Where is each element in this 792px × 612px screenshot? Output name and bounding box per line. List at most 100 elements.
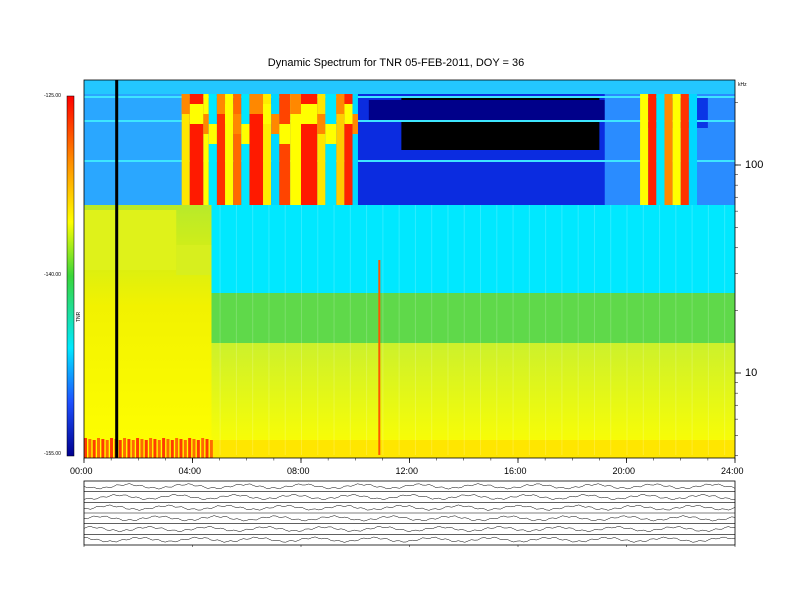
spectrum-streak <box>675 205 677 455</box>
spectrum-burst-low <box>88 439 92 458</box>
colorbar-label: TNR <box>76 311 82 322</box>
colorbar-tick-label: -155.00 <box>44 451 61 457</box>
spectrum-burst-streak <box>189 104 204 124</box>
spectrum-streak <box>626 205 628 455</box>
spectrum-burst-low <box>149 438 153 458</box>
spectrum-burst <box>203 94 209 205</box>
spectrum-burst-streak <box>352 114 358 134</box>
spectrum-burst-low <box>140 439 144 458</box>
spectrum-burst <box>249 94 264 205</box>
spectrum-burst-streak <box>181 94 190 114</box>
right-axis-tick-label: 100 <box>745 159 764 171</box>
spectrum-streak <box>691 205 693 455</box>
colorbar-tick-label: -140.00 <box>44 272 61 278</box>
spectrum-streak <box>561 205 563 455</box>
spectrum-streak <box>333 205 335 455</box>
spectrum-burst-streak <box>344 104 353 124</box>
spectrum-streak <box>707 205 709 455</box>
spectrum-burst-low <box>97 438 101 458</box>
spectrum-burst-low <box>188 438 192 458</box>
spectrum-band-early-top <box>84 210 177 270</box>
spectrum-streak <box>528 205 530 455</box>
spectrum-burst-low <box>196 440 200 458</box>
x-tick-label: 08:00 <box>287 466 310 476</box>
spectrum-streak <box>593 205 595 455</box>
spectrum-burst-low <box>166 439 170 458</box>
spectrum-burst-streak <box>336 94 345 114</box>
spectrum-data-gap <box>115 80 119 458</box>
spectrum-burst <box>263 94 272 205</box>
bottom-panel-trace <box>83 493 736 500</box>
x-tick-label: 00:00 <box>70 466 93 476</box>
spectrum-burst-low <box>192 439 196 458</box>
spectrum-layers <box>83 79 736 459</box>
spectrum-burst-streak <box>216 94 226 114</box>
spectrum-burst-streak <box>241 124 250 144</box>
bottom-panel-trace <box>83 483 736 490</box>
spectrum-streak <box>610 205 612 455</box>
spectrum-streak <box>496 205 498 455</box>
spectrum-burst-streak <box>233 114 242 134</box>
bottom-panel-trace <box>83 515 736 522</box>
spectrum-streak <box>512 205 514 455</box>
spectrum-stripe <box>84 160 735 162</box>
axis-ticks <box>83 102 741 463</box>
spectrum-burst-streak <box>203 114 209 134</box>
colorbar-tick-label: -125.00 <box>44 93 61 99</box>
spectrum-burst-low <box>127 439 131 458</box>
spectrum-burst <box>352 94 358 205</box>
spectrum-burst-low <box>157 440 161 458</box>
spectrum-streak <box>463 205 465 455</box>
x-tick-label: 24:00 <box>721 466 744 476</box>
spectrum-stripe <box>84 96 735 98</box>
spectrum-streak <box>219 205 221 455</box>
spectrum-streak <box>577 205 579 455</box>
spectrum-streak <box>545 205 547 455</box>
spectrum-burst-streak <box>317 114 326 134</box>
spectrum-burst <box>279 94 291 205</box>
spectrum-streak <box>642 205 644 455</box>
spectrum-burst-low <box>84 438 87 458</box>
spectrum-burst-late <box>648 94 657 205</box>
bottom-panel-trace <box>83 536 736 543</box>
spectrum-burst <box>290 94 301 205</box>
spectrum-burst-low <box>136 438 140 458</box>
spectrum-burst <box>181 94 190 205</box>
spectrum-burst-streak <box>225 104 234 124</box>
bottom-panel-trace <box>83 504 736 511</box>
spectrum-burst <box>271 94 280 205</box>
spectrum-burst <box>325 94 337 205</box>
spectrum-band-bottom <box>84 440 735 458</box>
spectrum-burst-streak <box>301 104 318 124</box>
spectrum-burst-low <box>205 439 209 458</box>
spectrum-streak <box>235 205 237 455</box>
spectrum-burst-streak <box>325 124 337 144</box>
bottom-panel-trace <box>83 526 735 533</box>
spectrum-band-top <box>84 80 735 94</box>
spectrum-burst <box>241 94 250 205</box>
right-axis-tick-label: 10 <box>745 367 758 379</box>
spectrum-burst <box>336 94 345 205</box>
spectrum-burst-low <box>131 440 135 458</box>
spectrum-streak <box>431 205 433 455</box>
spectrum-burst-low <box>92 440 96 458</box>
spectrum-burst-low <box>153 439 157 458</box>
spectrum-burst-late <box>688 94 698 205</box>
spectrum-band-high-darkline <box>368 100 605 120</box>
spectrum-burst-low <box>201 438 205 458</box>
spectrum-burst-low <box>209 440 213 458</box>
spectrum-streak <box>724 205 726 455</box>
spectrum-band-high-early <box>84 80 182 205</box>
spectrum-event <box>378 260 381 455</box>
spectrum-streak <box>480 205 482 455</box>
spectrum-burst-streak <box>271 114 280 134</box>
spectrum-burst-low <box>110 438 114 458</box>
spectrum-burst-streak <box>208 124 217 144</box>
spectrum-burst-low <box>144 440 148 458</box>
spectrum-burst-late <box>680 94 689 205</box>
spectrum-streak <box>284 205 286 455</box>
colorbar <box>66 95 75 457</box>
spectrum-burst-streak <box>290 94 301 114</box>
x-tick-label: 16:00 <box>504 466 527 476</box>
spectrum-burst <box>344 94 353 205</box>
